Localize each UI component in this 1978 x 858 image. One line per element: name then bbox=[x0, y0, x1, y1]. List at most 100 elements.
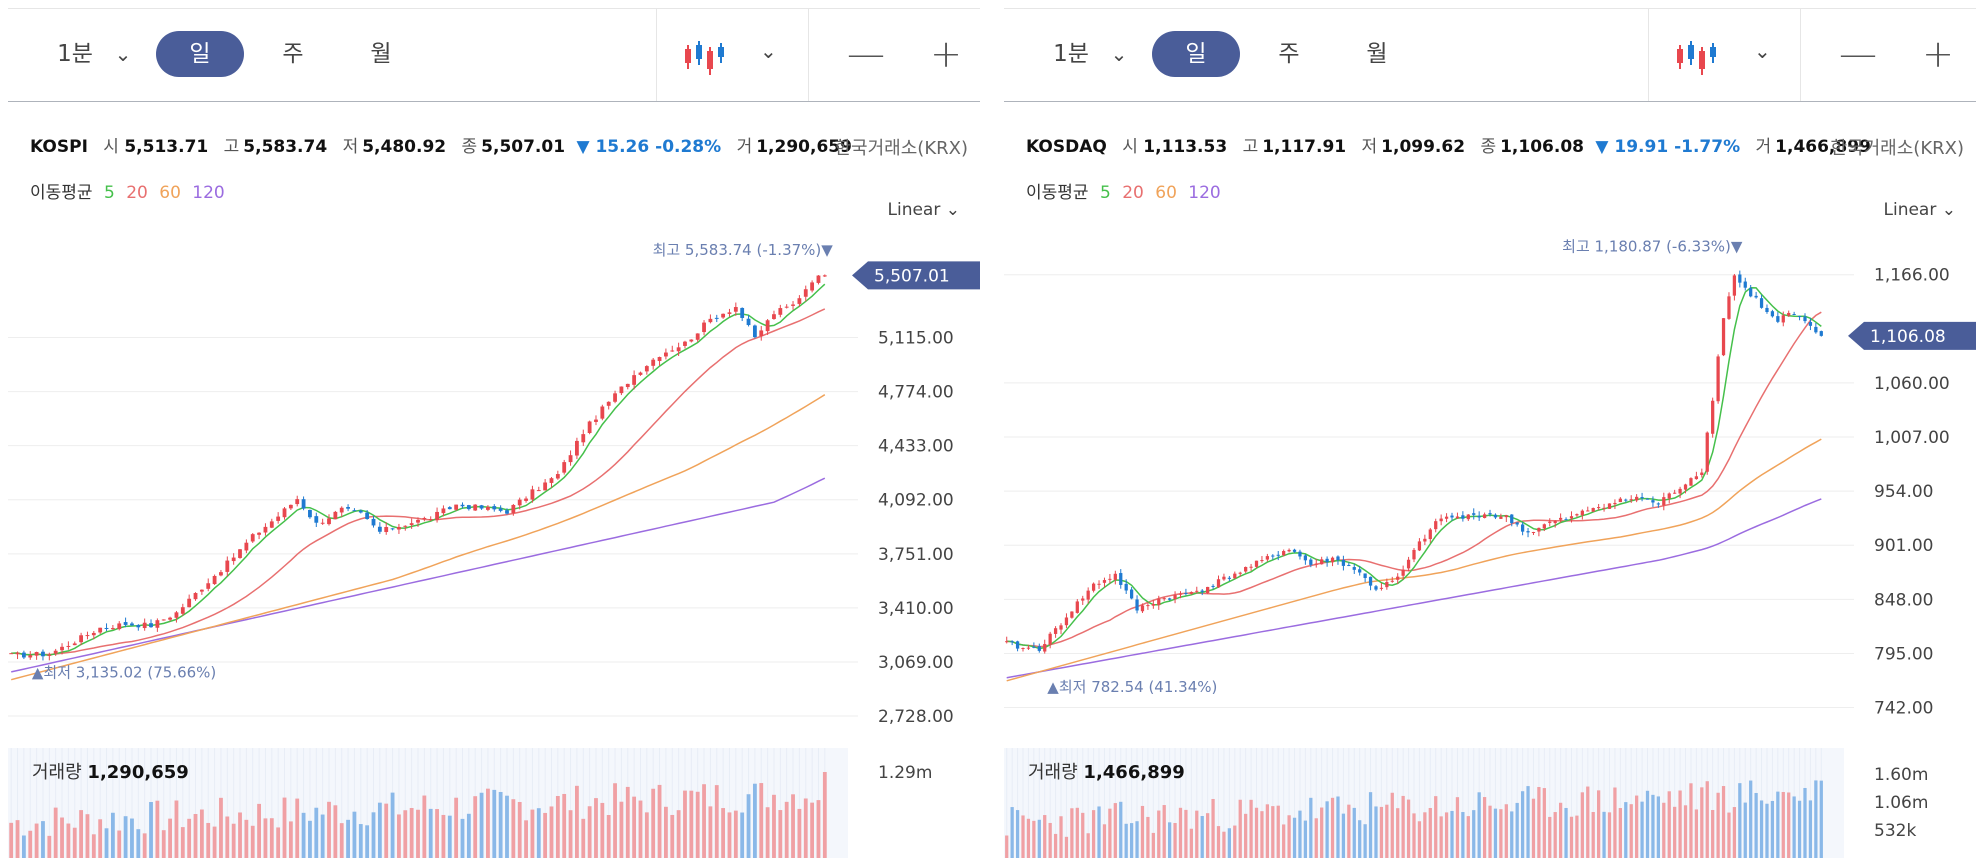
high-marker: 최고 5,583.74 (-1.37%)▼ bbox=[653, 241, 834, 259]
ma120-legend[interactable]: 120 bbox=[1188, 183, 1221, 203]
volume-bar bbox=[1765, 803, 1769, 858]
chevron-down-icon[interactable]: ⌄ bbox=[114, 42, 132, 66]
candle bbox=[1694, 471, 1699, 480]
candle-body bbox=[543, 482, 548, 491]
ma60-legend[interactable]: 60 bbox=[159, 183, 181, 203]
volume-tick-label: 532k bbox=[1874, 821, 1916, 841]
volume-bar bbox=[1705, 781, 1709, 858]
candle bbox=[1390, 576, 1394, 583]
candle bbox=[346, 504, 350, 512]
volume-bar bbox=[1146, 816, 1150, 858]
volume-bar bbox=[1716, 792, 1720, 858]
candle bbox=[225, 556, 230, 577]
ma20-legend[interactable]: 20 bbox=[1122, 183, 1144, 203]
volume-bar bbox=[1244, 813, 1248, 858]
timeframe-day-button[interactable]: 일 bbox=[1152, 31, 1240, 77]
volume-bar bbox=[1195, 810, 1199, 858]
candle-body bbox=[1765, 307, 1769, 312]
candle-body bbox=[486, 506, 490, 510]
candle-body bbox=[708, 318, 713, 323]
candle bbox=[664, 348, 668, 360]
candle bbox=[492, 504, 497, 512]
zoom-out-button[interactable]: — bbox=[1839, 32, 1877, 76]
candle bbox=[695, 333, 700, 342]
volume-tick-label: 1.60m bbox=[1874, 765, 1928, 785]
scale-selector[interactable]: Linear ⌄ bbox=[1884, 200, 1957, 220]
volume-bar bbox=[1607, 812, 1612, 858]
candle-body bbox=[447, 507, 452, 510]
volume-chart-label: 거래량 1,466,899 bbox=[1028, 758, 1185, 784]
candle-body bbox=[505, 510, 509, 514]
candle-body bbox=[1222, 576, 1226, 580]
scale-selector[interactable]: Linear ⌄ bbox=[888, 200, 961, 220]
ma5-legend[interactable]: 5 bbox=[103, 183, 115, 203]
timeframe-minute-button[interactable]: 1분 bbox=[1053, 41, 1089, 67]
candle-body bbox=[460, 504, 465, 507]
zoom-in-button[interactable]: + bbox=[930, 32, 962, 76]
candle-body bbox=[733, 307, 738, 312]
y-tick-label: 795.00 bbox=[1874, 644, 1933, 664]
candle-body bbox=[1520, 524, 1525, 532]
candle bbox=[816, 275, 821, 285]
volume-chart[interactable]: 1.60m 1.06m 532k bbox=[1004, 748, 1976, 858]
ma60-legend[interactable]: 60 bbox=[1155, 183, 1177, 203]
candle bbox=[371, 515, 376, 528]
volume-chart[interactable]: 1.29m bbox=[8, 748, 980, 858]
volume-bar bbox=[1694, 809, 1699, 858]
candle-body bbox=[1162, 598, 1166, 600]
candle bbox=[714, 314, 719, 323]
candle bbox=[1162, 597, 1166, 601]
volume-bar bbox=[1124, 823, 1128, 858]
timeframe-week-button[interactable]: 주 bbox=[282, 41, 304, 67]
volume-bar bbox=[174, 800, 179, 858]
candle bbox=[778, 304, 783, 318]
candle-body bbox=[1640, 497, 1644, 499]
candle-body bbox=[498, 508, 503, 511]
candle-body bbox=[1808, 322, 1813, 326]
ma20-legend[interactable]: 20 bbox=[126, 183, 148, 203]
volume-bar bbox=[219, 797, 223, 858]
volume-bar bbox=[803, 798, 808, 858]
zoom-in-button[interactable]: + bbox=[1922, 32, 1954, 76]
candle-body bbox=[1320, 559, 1324, 565]
candle-body bbox=[1683, 484, 1688, 490]
candlestick-type-icon[interactable] bbox=[1676, 37, 1720, 77]
candle-body bbox=[269, 521, 274, 528]
candle bbox=[1569, 511, 1574, 523]
candle bbox=[803, 285, 808, 302]
timeframe-month-button[interactable]: 월 bbox=[1366, 41, 1388, 67]
candlestick-type-icon[interactable] bbox=[684, 37, 728, 77]
volume-bar bbox=[435, 809, 439, 858]
volume-bar bbox=[778, 810, 783, 858]
low-marker: ▲최저 782.54 (41.34%) bbox=[1047, 678, 1217, 696]
candle bbox=[53, 648, 58, 656]
chevron-down-icon[interactable]: ⌄ bbox=[1110, 42, 1128, 66]
candle-body bbox=[594, 419, 598, 422]
volume-bar bbox=[60, 817, 64, 858]
candle bbox=[791, 301, 795, 310]
price-chart[interactable]: 5,115.00 4,774.00 4,433.00 4,092.00 3,751.00… bbox=[8, 230, 980, 740]
candle-body bbox=[1260, 560, 1264, 562]
candle bbox=[1819, 330, 1823, 337]
chevron-down-icon[interactable]: ⌄ bbox=[1754, 39, 1771, 63]
chevron-down-icon[interactable]: ⌄ bbox=[760, 39, 777, 63]
ma5-legend[interactable]: 5 bbox=[1099, 183, 1111, 203]
timeframe-week-button[interactable]: 주 bbox=[1278, 41, 1300, 67]
volume-bar bbox=[733, 810, 738, 858]
volume-bar bbox=[1526, 786, 1530, 858]
timeframe-day-button[interactable]: 일 bbox=[156, 31, 244, 77]
candle-body bbox=[1607, 503, 1612, 509]
candle-body bbox=[803, 289, 808, 297]
candle bbox=[606, 401, 611, 410]
price-chart[interactable]: 1,166.00 1,060.00 1,007.00 954.00 901.00 848.… bbox=[1004, 230, 1976, 740]
timeframe-minute-button[interactable]: 1분 bbox=[57, 41, 93, 67]
volume-bar bbox=[1401, 795, 1405, 858]
candle bbox=[1423, 534, 1427, 546]
candle-body bbox=[282, 508, 287, 518]
volume-bar bbox=[1287, 815, 1291, 858]
ma120-legend[interactable]: 120 bbox=[192, 183, 225, 203]
candle-body bbox=[575, 440, 579, 456]
zoom-out-button[interactable]: — bbox=[847, 32, 885, 76]
candle-body bbox=[98, 627, 103, 633]
timeframe-month-button[interactable]: 월 bbox=[370, 41, 392, 67]
